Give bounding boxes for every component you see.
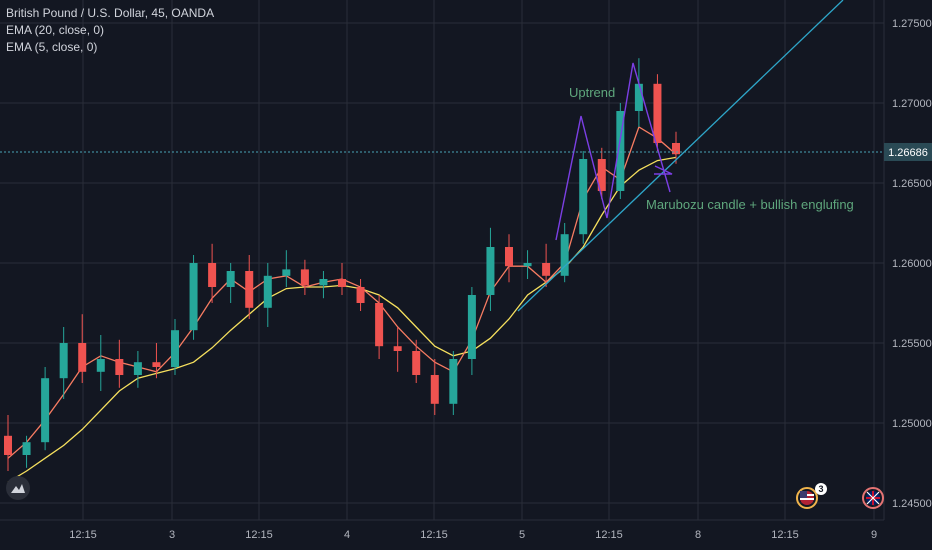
candle-body xyxy=(672,143,680,155)
candle-body xyxy=(22,442,31,455)
x-tick-label: 8 xyxy=(695,529,701,541)
y-tick-label: 1.24500 xyxy=(892,498,932,510)
candle-body xyxy=(356,287,365,303)
y-tick-label: 1.27500 xyxy=(892,18,932,30)
pattern-lines[interactable] xyxy=(555,62,671,241)
candle-body xyxy=(208,263,217,287)
x-tick-label: 12:15 xyxy=(420,529,448,541)
drawings: Uptrend Marubozu candle + bullish engluf… xyxy=(517,0,854,312)
y-tick-label: 1.27000 xyxy=(892,98,932,110)
legend-symbol[interactable]: British Pound / U.S. Dollar, 45, OANDA xyxy=(6,6,215,20)
candle-body xyxy=(152,362,161,367)
candle-body xyxy=(4,435,12,455)
candle-body xyxy=(412,351,421,375)
candle-body xyxy=(505,247,513,267)
candle-body xyxy=(41,378,50,443)
legend-ema20[interactable]: EMA (20, close, 0) xyxy=(6,23,105,37)
x-tick-label: 3 xyxy=(169,529,175,541)
uptrend-annotation: Uptrend xyxy=(569,85,615,100)
candle-body xyxy=(171,330,179,367)
x-tick-label: 9 xyxy=(871,529,877,541)
candle-body xyxy=(226,271,235,287)
candle-body xyxy=(430,375,439,404)
x-tick-label: 12:15 xyxy=(245,529,273,541)
x-tick-label: 12:15 xyxy=(771,529,799,541)
candles xyxy=(4,58,680,471)
candle-body xyxy=(486,247,495,295)
candle-body xyxy=(300,269,309,286)
candle-body xyxy=(523,263,532,267)
candle-body xyxy=(449,359,458,404)
pattern-annotation: Marubozu candle + bullish englufing xyxy=(646,197,854,212)
candle-body xyxy=(375,303,384,347)
candle-body xyxy=(282,269,291,276)
candle-body xyxy=(393,346,402,351)
trendline[interactable] xyxy=(517,0,844,312)
chart-legend: British Pound / U.S. Dollar, 45, OANDA E… xyxy=(6,5,214,56)
candle-body xyxy=(542,263,551,276)
candle-body xyxy=(78,343,87,372)
candle-body xyxy=(189,263,198,331)
candle-body xyxy=(115,359,124,375)
y-tick-label: 1.26500 xyxy=(892,178,932,190)
us-flag-event-icon[interactable] xyxy=(796,487,818,509)
chart-grid xyxy=(0,0,884,520)
time-axis[interactable]: 12:15 3 12:15 4 12:15 5 12:15 8 12:15 9 xyxy=(0,519,884,541)
x-tick-label: 12:15 xyxy=(595,529,623,541)
candle-body xyxy=(263,275,272,308)
candle-body xyxy=(579,159,588,235)
candle-body xyxy=(319,279,328,286)
x-tick-label: 4 xyxy=(344,529,350,541)
x-tick-label: 12:15 xyxy=(69,529,97,541)
legend-ema5[interactable]: EMA (5, close, 0) xyxy=(6,40,98,54)
y-tick-label: 1.26000 xyxy=(892,258,932,270)
candle-body xyxy=(245,271,254,308)
candle-body xyxy=(133,362,142,375)
tradingview-logo-icon[interactable] xyxy=(6,476,30,500)
candle-body xyxy=(467,295,476,359)
candle-body xyxy=(653,83,662,143)
candle-body xyxy=(59,343,68,379)
y-tick-label: 1.25000 xyxy=(892,418,932,430)
current-price-tag xyxy=(884,143,932,161)
x-tick-label: 5 xyxy=(519,529,525,541)
uk-flag-event-icon[interactable] xyxy=(862,487,884,509)
pattern-tail xyxy=(654,165,673,175)
candle-body xyxy=(560,234,569,276)
current-price-label: 1.26686 xyxy=(888,147,928,159)
candle-body xyxy=(597,159,606,191)
candle-body xyxy=(338,279,346,287)
y-tick-label: 1.25500 xyxy=(892,338,932,350)
price-axis[interactable]: 1.27500 1.27000 1.26500 1.26000 1.25500 1.250… xyxy=(883,0,932,520)
candle-body xyxy=(96,359,105,372)
candle-body xyxy=(616,111,625,191)
candle-body xyxy=(634,83,643,111)
event-count-badge: 3 xyxy=(815,483,827,495)
